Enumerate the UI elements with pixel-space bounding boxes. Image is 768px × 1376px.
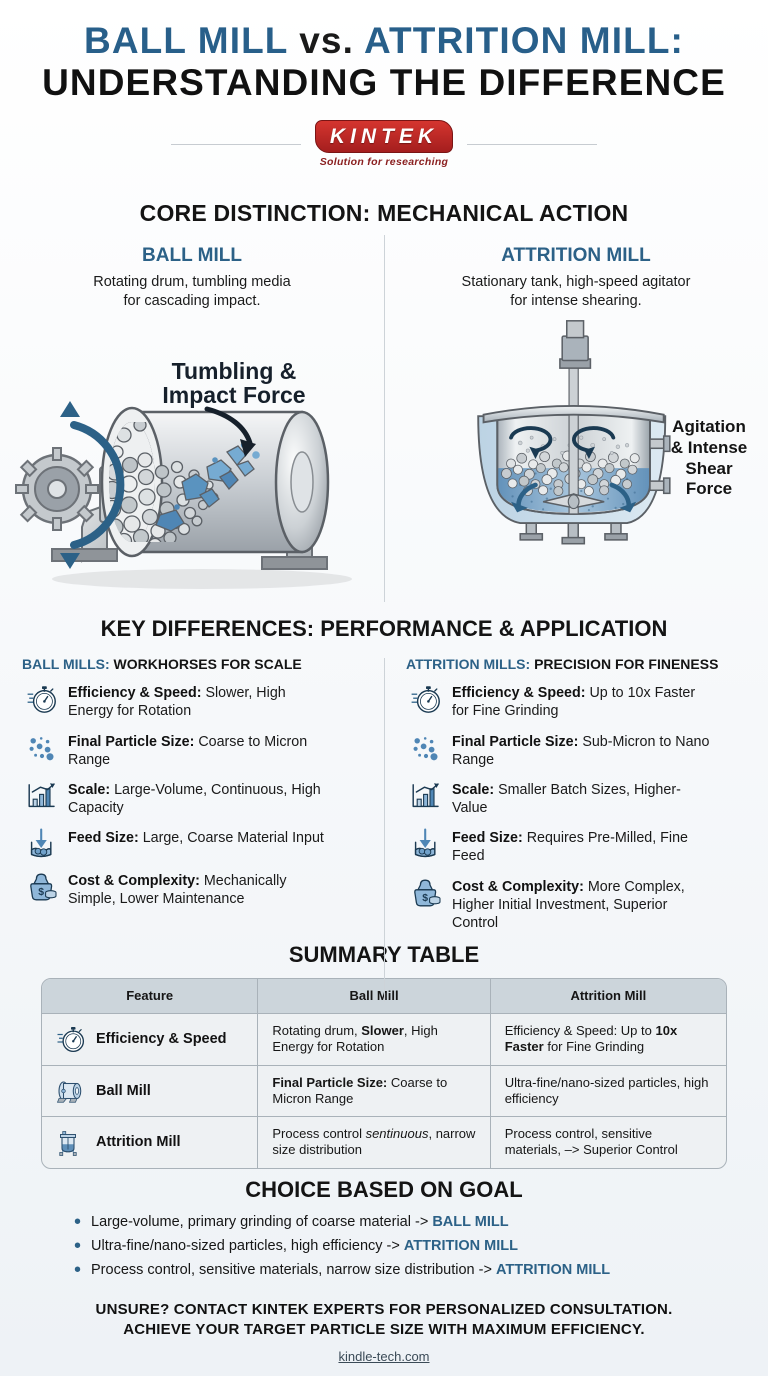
svg-text:Tumbling &: Tumbling & xyxy=(172,358,297,384)
svg-text:Impact Force: Impact Force xyxy=(162,382,305,408)
